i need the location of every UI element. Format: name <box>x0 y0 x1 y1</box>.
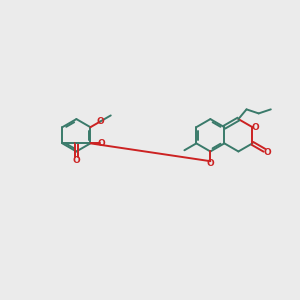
Text: O: O <box>251 123 259 132</box>
Text: O: O <box>263 148 271 157</box>
Text: O: O <box>96 117 104 126</box>
Text: O: O <box>98 139 106 148</box>
Text: O: O <box>73 156 80 165</box>
Text: O: O <box>206 159 214 168</box>
